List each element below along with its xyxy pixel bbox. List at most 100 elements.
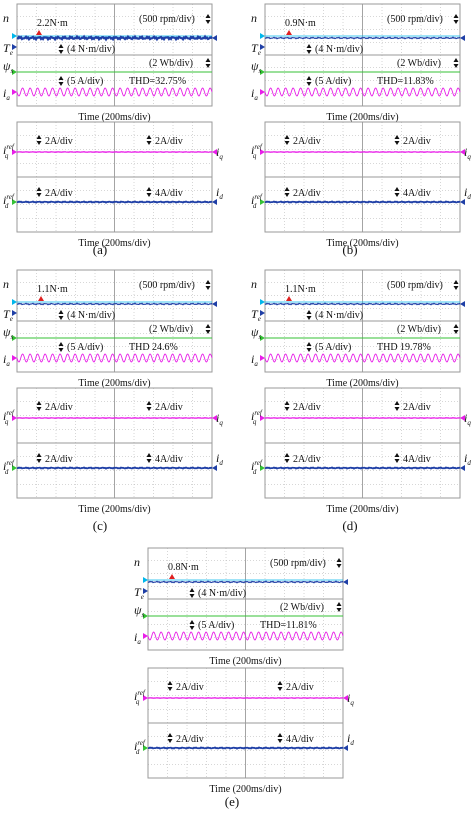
iq-trace	[16, 151, 213, 153]
current-division-arrow-icon	[306, 76, 312, 86]
torque-symbol: Te	[251, 307, 261, 323]
id-ground-marker-icon	[12, 465, 17, 471]
flux-ground-marker-icon	[260, 335, 265, 341]
current-division-arrow-icon	[189, 620, 195, 630]
torque-ripple-label: 1.1N·m	[37, 284, 68, 295]
id-right-marker-icon	[212, 199, 217, 205]
iq-left-division-arrow-icon	[284, 401, 290, 411]
id-scale-right-label: 4A/div	[155, 188, 183, 199]
torque-symbol: Te	[134, 585, 144, 601]
id-ground-marker-icon	[260, 199, 265, 205]
ripple-marker-icon	[286, 296, 292, 301]
id-right-division-arrow-icon	[394, 187, 400, 197]
id-left-division-arrow-icon	[284, 187, 290, 197]
current-symbol: ia	[251, 86, 258, 102]
scope-bottom-b: iref q iref d iq id 2A/div 2A/div 2A/div 4A/div Ti…	[251, 121, 471, 252]
current-symbol: ia	[134, 630, 141, 646]
torque-ripple-label: 0.8N·m	[168, 562, 199, 573]
flux-ground-marker-icon	[12, 69, 17, 75]
id-scale-left-label: 2A/div	[45, 188, 73, 199]
iq-ground-marker-icon	[260, 415, 265, 421]
speed-scale-label: (500 rpm/div)	[270, 558, 326, 569]
flux-division-arrow-icon	[205, 58, 211, 68]
panel-caption: (b)	[342, 242, 358, 257]
id-right-marker-icon	[343, 745, 348, 751]
iq-trace	[147, 697, 344, 699]
iq-ref-symbol: iref q	[3, 409, 15, 426]
id-trace	[264, 200, 461, 204]
scope-grid	[264, 121, 461, 233]
scope-top-e: n Te ψs ia 0.8N·m (500 rpm/div) (4 N·m/div) (2 …	[134, 547, 348, 670]
id-trace	[264, 466, 461, 470]
iq-left-division-arrow-icon	[36, 135, 42, 145]
flux-scale-label: (2 Wb/div)	[149, 324, 193, 335]
x-axis-label: Time (200ms/div)	[78, 238, 150, 249]
iq-scale-right-label: 2A/div	[155, 402, 183, 413]
torque-trace	[147, 580, 344, 584]
iq-ground-marker-icon	[12, 149, 17, 155]
flux-division-arrow-icon	[205, 324, 211, 334]
x-axis-label: Time (200ms/div)	[326, 112, 398, 123]
speed-division-arrow-icon	[205, 14, 211, 24]
id-ref-symbol: iref d	[3, 193, 15, 210]
flux-scale-label: (2 Wb/div)	[397, 58, 441, 69]
id-ref-symbol: iref d	[251, 459, 263, 476]
id-right-division-arrow-icon	[277, 733, 283, 743]
iq-scale-left-label: 2A/div	[176, 682, 204, 693]
torque-division-arrow-icon	[58, 44, 64, 54]
torque-ground-marker-icon	[260, 44, 265, 50]
panel-caption: (d)	[342, 518, 358, 533]
id-right-marker-icon	[460, 199, 465, 205]
speed-division-arrow-icon	[336, 558, 342, 568]
iq-symbol: iq	[464, 411, 471, 427]
iq-scale-left-label: 2A/div	[45, 402, 73, 413]
iq-right-marker-icon	[460, 149, 465, 155]
flux-scale-label: (2 Wb/div)	[149, 58, 193, 69]
current-scale-label: (5 A/div)	[67, 342, 103, 353]
torque-division-arrow-icon	[306, 44, 312, 54]
speed-scale-label: (500 rpm/div)	[139, 14, 195, 25]
speed-symbol: n	[3, 277, 9, 291]
id-ref-symbol: iref d	[3, 459, 15, 476]
speed-ground-marker-icon	[12, 299, 17, 305]
iq-right-division-arrow-icon	[394, 401, 400, 411]
iq-scale-left-label: 2A/div	[293, 136, 321, 147]
torque-symbol: Te	[251, 41, 261, 57]
iq-right-marker-icon	[460, 415, 465, 421]
scope-top-b: n Te ψs ia 0.9N·m (500 rpm/div) (4 N·m/div) (2 …	[251, 3, 465, 126]
thd-label: THD=11.81%	[260, 620, 317, 631]
speed-ground-marker-icon	[260, 299, 265, 305]
thd-label: THD 19.78%	[377, 342, 431, 353]
torque-trace	[16, 302, 213, 306]
iq-scale-right-label: 2A/div	[155, 136, 183, 147]
id-right-division-arrow-icon	[146, 187, 152, 197]
thd-label: THD 24.6%	[129, 342, 178, 353]
torque-right-marker-icon	[460, 35, 465, 41]
torque-right-marker-icon	[212, 35, 217, 41]
id-trace	[16, 466, 213, 470]
flux-division-arrow-icon	[453, 324, 459, 334]
flux-scale-label: (2 Wb/div)	[397, 324, 441, 335]
scope-grid	[264, 387, 461, 499]
scope-grid	[16, 121, 213, 233]
iq-symbol: iq	[347, 691, 354, 707]
torque-division-arrow-icon	[58, 310, 64, 320]
flux-symbol: ψs	[3, 59, 13, 75]
x-axis-label: Time (200ms/div)	[209, 784, 281, 795]
current-symbol: ia	[251, 352, 258, 368]
flux-symbol: ψs	[3, 325, 13, 341]
torque-ground-marker-icon	[12, 44, 17, 50]
panel-caption: (e)	[224, 794, 240, 809]
torque-right-marker-icon	[343, 579, 348, 585]
ripple-marker-icon	[169, 574, 175, 579]
iq-right-marker-icon	[212, 149, 217, 155]
current-scale-label: (5 A/div)	[315, 342, 351, 353]
scope-bottom-a: iref q iref d iq id 2A/div 2A/div 2A/div 4A/div Ti…	[3, 121, 223, 252]
iq-scale-left-label: 2A/div	[293, 402, 321, 413]
torque-ripple-label: 0.9N·m	[285, 18, 316, 29]
x-axis-label: Time (200ms/div)	[78, 378, 150, 389]
torque-symbol: Te	[3, 307, 13, 323]
current-ground-marker-icon	[12, 355, 17, 361]
torque-ripple-label: 2.2N·m	[37, 18, 68, 29]
id-right-marker-icon	[460, 465, 465, 471]
